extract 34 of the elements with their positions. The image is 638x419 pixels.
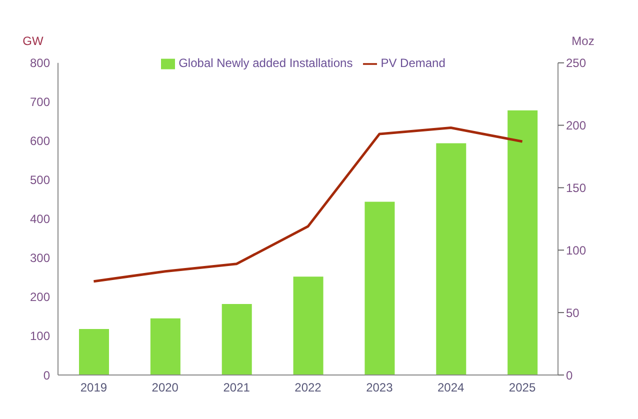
bar bbox=[293, 276, 324, 375]
y2-tick-label: 150 bbox=[566, 180, 586, 195]
y-tick-label: 100 bbox=[30, 329, 50, 344]
y-tick-label: 300 bbox=[30, 251, 50, 266]
y-axis-title: GW bbox=[22, 34, 44, 48]
y-tick-label: 800 bbox=[30, 56, 50, 70]
bar bbox=[79, 328, 109, 375]
y-tick-label: 700 bbox=[30, 95, 50, 110]
bar bbox=[508, 110, 538, 375]
y2-tick-label: 200 bbox=[566, 118, 586, 133]
x-tick-label: 2020 bbox=[152, 380, 179, 395]
x-tick-label: 2025 bbox=[508, 380, 536, 395]
y-tick-label: 500 bbox=[30, 173, 50, 188]
bar bbox=[222, 304, 252, 375]
bar bbox=[150, 318, 180, 375]
x-tick-label: 2022 bbox=[294, 380, 322, 395]
x-tick-label: 2019 bbox=[80, 380, 108, 395]
x-tick-label: 2024 bbox=[438, 380, 465, 395]
y2-tick-label: 50 bbox=[566, 306, 580, 320]
y-tick-label: 600 bbox=[30, 134, 50, 148]
bar bbox=[436, 143, 466, 375]
y2-tick-label: 100 bbox=[566, 243, 586, 258]
x-tick-label: 2023 bbox=[366, 380, 394, 395]
bar bbox=[364, 202, 395, 375]
y-tick-label: 400 bbox=[30, 212, 50, 226]
legend-label: PV Demand bbox=[380, 56, 446, 70]
x-tick-label: 2021 bbox=[223, 380, 250, 395]
y2-tick-label: 250 bbox=[566, 56, 586, 70]
line-series bbox=[92, 126, 524, 283]
legend-label: Global Newly added Installations bbox=[178, 56, 353, 70]
y2-axis-title: Moz bbox=[572, 34, 594, 48]
y2-tick-label: 0 bbox=[566, 368, 573, 382]
y-tick-label: 200 bbox=[30, 290, 50, 304]
y-tick-label: 0 bbox=[43, 368, 50, 382]
